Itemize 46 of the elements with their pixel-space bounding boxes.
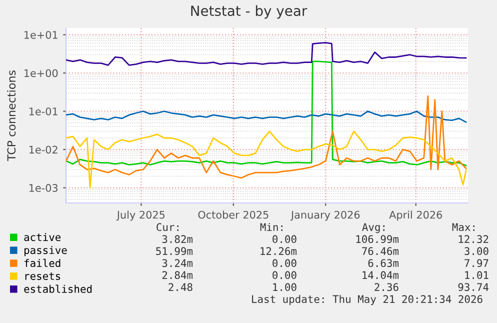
text: 106.99m [356, 235, 399, 244]
x-tick-label: January 2026 [290, 210, 360, 221]
text: Avg: [362, 223, 384, 234]
line-series [66, 110, 467, 123]
y-axis-title: TCP connections [7, 70, 16, 162]
y-tick-label: 1e+01 [24, 30, 58, 39]
text: 76.46m [362, 247, 399, 256]
text: 93.74 [458, 283, 489, 292]
text: Min: [260, 222, 282, 231]
text: Last update: Thu May 21 20:21:34 2026 [252, 294, 482, 306]
text: 51.99m [156, 247, 193, 256]
x-tick-label: April 2026 [389, 210, 442, 221]
text: 0.00 [272, 259, 296, 268]
legend-label: resets [25, 272, 60, 280]
legend-label: passive [24, 246, 67, 256]
text: 2.36 [374, 283, 398, 292]
text: 2.48 [168, 283, 192, 292]
text: Cur: [156, 223, 178, 232]
text: 0.00 [272, 271, 296, 280]
text: 2.84m [162, 271, 193, 280]
text: 3.00 [464, 247, 488, 256]
text: 3.82m [162, 235, 193, 244]
text: 12.26m [260, 247, 297, 256]
text: 6.63m [368, 259, 399, 268]
chart-title: Netstat - by year [191, 5, 308, 19]
x-tick-label: October 2025 [198, 210, 268, 219]
line-series [66, 95, 467, 179]
text: 1.00 [273, 283, 296, 292]
line-series [66, 60, 467, 166]
line-series [66, 130, 467, 188]
legend-label: established [24, 284, 92, 293]
y-tick-label: 1e-01 [29, 107, 58, 116]
legend-label: active [24, 233, 61, 242]
text: Max: [452, 223, 474, 232]
text: 0.00 [272, 235, 296, 244]
text: 14.04m [362, 271, 399, 280]
text: 3.24m [162, 259, 193, 268]
text: 1.01 [465, 271, 488, 280]
text: 12.32 [458, 235, 488, 244]
y-tick-label: 1e+00 [24, 69, 58, 78]
text: 7.97 [464, 259, 488, 268]
legend-label: failed [24, 258, 60, 268]
x-tick-label: July 2025 [116, 210, 165, 221]
y-tick-label: 1e-02 [29, 146, 58, 154]
y-tick-label: 1e-03 [29, 184, 58, 192]
line-series [66, 42, 467, 66]
